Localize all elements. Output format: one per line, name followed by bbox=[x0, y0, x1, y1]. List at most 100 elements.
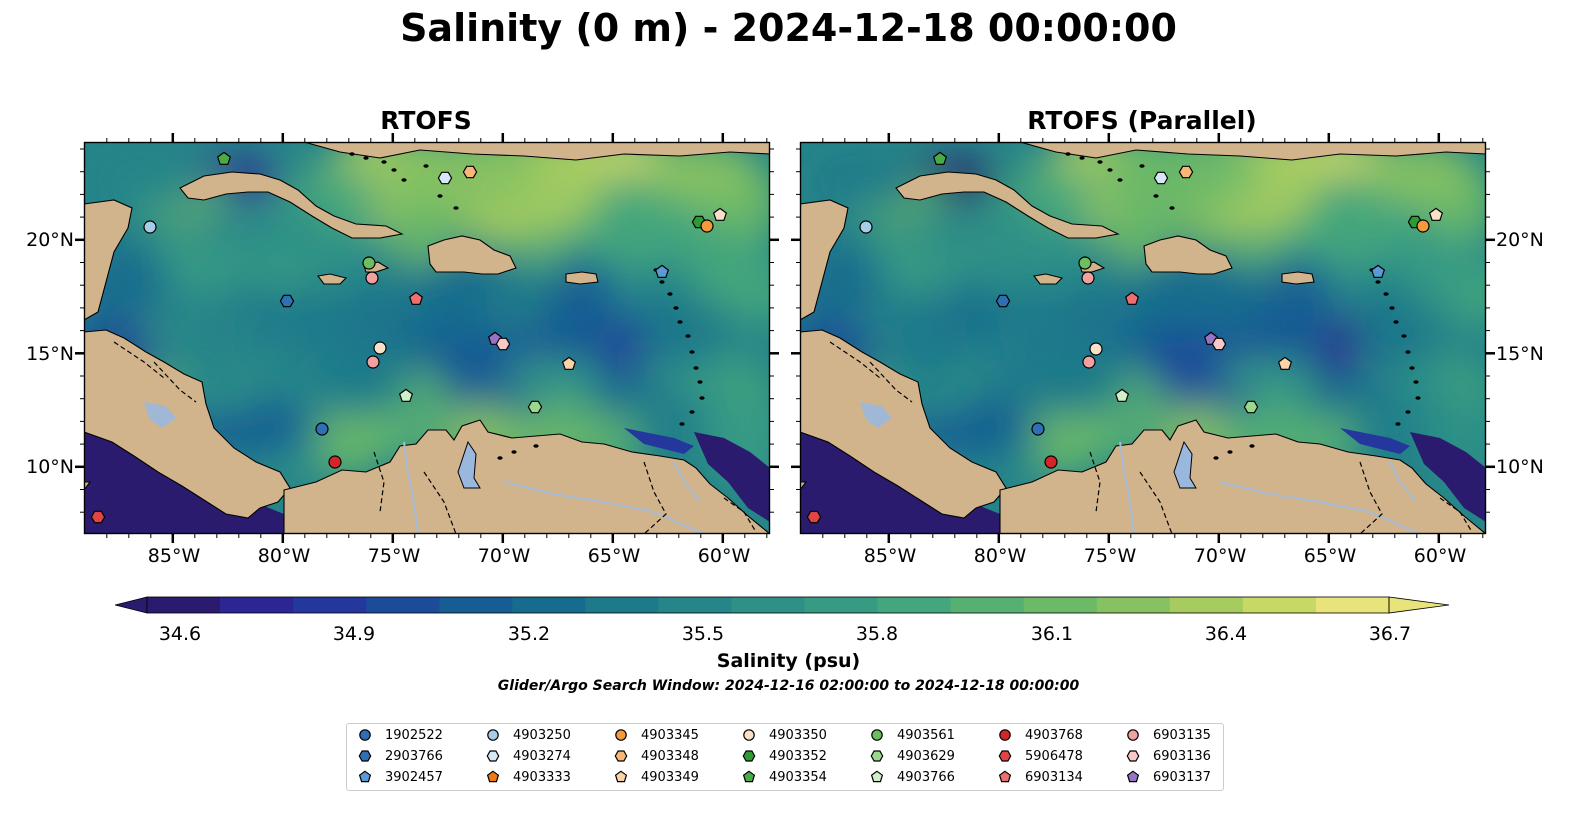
lon-label-60w: 60°W bbox=[697, 545, 751, 567]
legend-label: 4903629 bbox=[897, 748, 955, 764]
legend-marker bbox=[743, 729, 755, 741]
float-marker-6903135 bbox=[365, 271, 379, 285]
legend-marker bbox=[614, 770, 628, 783]
colorbar-tick: 36.1 bbox=[1030, 623, 1074, 645]
colorbar-segment bbox=[1242, 597, 1317, 613]
lon-label-70w-right: 70°W bbox=[1193, 545, 1247, 567]
float-legend: 1902522 2903766 3902457 4903250 4903274 49033… bbox=[346, 723, 1224, 791]
legend-item: 6903136 bbox=[1125, 746, 1211, 766]
salinity-map-rtofs-parallel bbox=[791, 133, 1495, 543]
float-marker-6903136 bbox=[1211, 337, 1227, 351]
legend-marker bbox=[486, 770, 500, 783]
legend-item: 4903768 bbox=[997, 725, 1083, 745]
search-window-text: Glider/Argo Search Window: 2024-12-16 02… bbox=[497, 678, 1080, 694]
lat-label-10n-right: 10°N bbox=[1496, 456, 1544, 478]
float-marker-4903766 bbox=[398, 388, 414, 402]
legend-label: 2903766 bbox=[385, 748, 443, 764]
float-marker-2903766 bbox=[995, 294, 1011, 308]
float-marker-4903274 bbox=[437, 171, 453, 185]
legend-marker-pentagon-icon bbox=[486, 770, 500, 783]
float-marker-3902457 bbox=[1370, 264, 1386, 278]
panel-title-rtofs-parallel: RTOFS (Parallel) bbox=[1027, 106, 1257, 135]
float-marker-6903134 bbox=[408, 291, 424, 305]
colorbar-segment bbox=[585, 597, 659, 613]
legend-item: 3902457 bbox=[357, 767, 443, 787]
legend-marker-hexagon-icon bbox=[870, 750, 884, 762]
legend-marker-hexagon-icon bbox=[998, 750, 1012, 762]
map-panel-rtofs-parallel bbox=[791, 133, 1495, 543]
legend-marker bbox=[359, 729, 371, 741]
legend-marker bbox=[1127, 729, 1139, 741]
figure-title: Salinity (0 m) - 2024-12-18 00:00:00 bbox=[400, 6, 1177, 50]
legend-marker bbox=[870, 750, 884, 762]
legend-marker-pentagon-icon bbox=[870, 770, 884, 783]
float-marker-5906478 bbox=[90, 510, 106, 524]
legend-label: 4903352 bbox=[769, 748, 827, 764]
lon-label-70w: 70°W bbox=[477, 545, 531, 567]
colorbar-tick: 35.2 bbox=[507, 623, 551, 645]
colorbar-segment bbox=[1169, 597, 1244, 613]
landmass bbox=[895, 171, 1120, 239]
legend-item: 4903629 bbox=[869, 746, 955, 766]
legend-label: 4903354 bbox=[769, 769, 827, 785]
legend-label: 3902457 bbox=[385, 769, 443, 785]
lon-label-65w-right: 65°W bbox=[1303, 545, 1357, 567]
legend-label: 1902522 bbox=[385, 727, 443, 743]
colorbar-tick: 35.5 bbox=[681, 623, 725, 645]
map-panel-rtofs bbox=[75, 133, 779, 543]
colorbar-segment bbox=[293, 597, 367, 613]
legend-item: 6903134 bbox=[997, 767, 1083, 787]
legend-marker-pentagon-icon bbox=[998, 770, 1012, 783]
colorbar-tick: 34.9 bbox=[332, 623, 376, 645]
float-marker-4903349 bbox=[1277, 356, 1293, 370]
legend-label: 4903333 bbox=[513, 769, 571, 785]
colorbar-tick: 34.6 bbox=[158, 623, 202, 645]
float-marker-4903250 bbox=[859, 220, 873, 234]
lat-label-10n: 10°N bbox=[26, 456, 74, 478]
legend-item: 1902522 bbox=[357, 725, 443, 745]
landmass bbox=[84, 199, 133, 321]
legend-marker-circle-icon bbox=[743, 729, 755, 741]
float-marker-4903768 bbox=[328, 455, 342, 469]
float-marker-1902522 bbox=[1031, 422, 1045, 436]
legend-label: 6903135 bbox=[1153, 727, 1211, 743]
legend-item: 6903137 bbox=[1125, 767, 1211, 787]
float-marker-4903348 bbox=[462, 165, 478, 179]
legend-item: 4903333 bbox=[485, 767, 571, 787]
legend-label: 4903345 bbox=[641, 727, 699, 743]
float-marker-4903561 bbox=[362, 256, 376, 270]
panel-title-rtofs: RTOFS bbox=[380, 106, 472, 135]
float-marker-1902522 bbox=[315, 422, 329, 436]
landmass bbox=[800, 329, 1007, 519]
colorbar-segment bbox=[877, 597, 952, 613]
legend-label: 6903137 bbox=[1153, 769, 1211, 785]
colorbar-segment bbox=[512, 597, 586, 613]
float-marker-4903349 bbox=[561, 356, 577, 370]
colorbar-extend-high bbox=[1388, 596, 1450, 614]
landmass bbox=[565, 271, 599, 285]
lon-label-75w: 75°W bbox=[367, 545, 421, 567]
float-marker-4903629 bbox=[527, 400, 543, 414]
float-marker-3902457 bbox=[654, 264, 670, 278]
float-marker-6903135 bbox=[1082, 355, 1096, 369]
legend-item: 4903354 bbox=[741, 767, 827, 787]
legend-marker-hexagon-icon bbox=[1126, 750, 1140, 762]
legend-marker bbox=[1126, 750, 1140, 762]
legend-marker bbox=[870, 770, 884, 783]
float-marker-2903766 bbox=[279, 294, 295, 308]
colorbar-segment bbox=[804, 597, 879, 613]
lat-label-15n: 15°N bbox=[26, 343, 74, 365]
legend-item: 5906478 bbox=[997, 746, 1083, 766]
legend-marker bbox=[742, 770, 756, 783]
float-marker-4903274 bbox=[1153, 171, 1169, 185]
landmass bbox=[800, 481, 808, 491]
landmass bbox=[427, 235, 517, 275]
legend-marker bbox=[998, 770, 1012, 783]
float-marker-4903354 bbox=[216, 151, 232, 165]
legend-marker-circle-icon bbox=[1127, 729, 1139, 741]
legend-marker-circle-icon bbox=[999, 729, 1011, 741]
lon-label-60w-right: 60°W bbox=[1413, 545, 1467, 567]
landmass bbox=[1033, 273, 1064, 285]
legend-marker bbox=[999, 729, 1011, 741]
float-marker-4903629 bbox=[1243, 400, 1259, 414]
